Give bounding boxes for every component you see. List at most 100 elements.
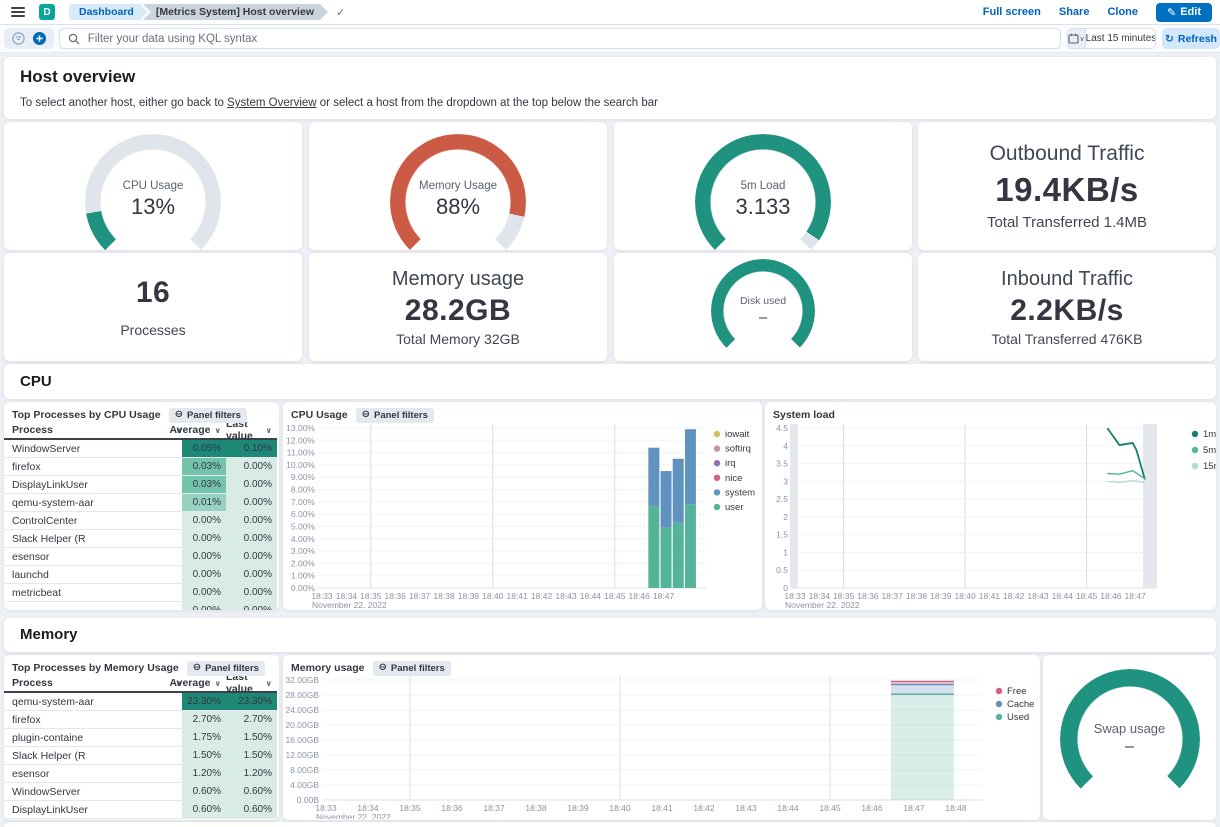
cpu-section-title: CPU [20, 373, 52, 390]
processes-label: Processes [120, 322, 186, 338]
y-axis-tick-label: 12.00GB [285, 750, 319, 760]
cpu-usage-gauge-card: CPU Usage 13% [4, 122, 302, 270]
average-value: 0.01% [182, 494, 226, 511]
panel-filters-button[interactable]: ⊖ Panel filters [168, 407, 247, 423]
search-icon [68, 33, 80, 44]
system-overview-link[interactable]: System Overview [227, 97, 317, 109]
process-name: firefox [12, 713, 41, 726]
deployment-logo[interactable]: D [39, 4, 55, 20]
area-used [890, 694, 954, 800]
last-value: 1.20% [226, 765, 277, 782]
outbound-traffic-title: Outbound Traffic [989, 141, 1145, 165]
average-value: 1.50% [182, 747, 226, 764]
y-axis-tick-label: 2.5 [776, 494, 788, 504]
kql-search-box[interactable] [58, 28, 1061, 49]
search-input[interactable] [85, 31, 1052, 46]
x-axis-tick-label: 18:39 [930, 591, 952, 601]
last-value: 0.00% [226, 566, 277, 583]
breadcrumb-dashboard[interactable]: Dashboard [69, 4, 148, 20]
top-processes-memory-panel: Top Processes by Memory Usage ⊖ Panel fil… [4, 655, 279, 820]
filter-controls-group [4, 28, 54, 49]
x-axis-tick-label: 18:46 [1100, 591, 1122, 601]
last-value: 0.60% [226, 783, 277, 800]
x-axis-tick-label: 18:43 [735, 803, 757, 813]
x-axis-tick-label: 18:36 [385, 591, 407, 601]
legend-item-5m[interactable]: 5m [1203, 445, 1216, 456]
legend-item-irq[interactable]: irq [725, 458, 736, 469]
full-screen-link[interactable]: Full screen [982, 6, 1041, 18]
legend-dot-icon [713, 503, 721, 511]
legend-item-softirq[interactable]: softirq [725, 444, 751, 455]
legend-item-nice[interactable]: nice [725, 473, 742, 484]
swap-usage-gauge: Swap usage – [1043, 655, 1216, 820]
table-row: qemu-system-aar 0.01% 0.00% [4, 494, 277, 512]
x-axis-tick-label: 18:35 [399, 803, 421, 813]
breadcrumb-page-title[interactable]: [Metrics System] Host overview [143, 4, 328, 20]
calendar-icon[interactable]: ∨ [1067, 29, 1086, 48]
y-axis-tick-label: 1 [783, 547, 788, 557]
edit-button[interactable]: ✎ Edit [1156, 2, 1212, 22]
process-name: qemu-system-aar [12, 695, 94, 708]
cpu-section-header: CPU [4, 364, 1216, 399]
process-name: DisplayLinkUser [12, 803, 88, 816]
panel-filters-button[interactable]: ⊖ Panel filters [186, 660, 265, 676]
legend-item-user[interactable]: user [725, 502, 743, 513]
average-value: 23.30% [182, 693, 226, 710]
column-header-process[interactable]: Process ∨ [12, 424, 182, 436]
time-range-picker[interactable]: ∨ Last 15 minutes [1066, 28, 1156, 49]
cpu-usage-gauge: CPU Usage 13% [4, 122, 302, 270]
column-header-average[interactable]: Average ∨ [169, 677, 221, 689]
legend-dot-icon [1191, 446, 1199, 454]
clone-link[interactable]: Clone [1107, 6, 1138, 18]
legend-item-Free[interactable]: Free [1007, 686, 1027, 697]
process-name: DisplayLinkUser [12, 478, 88, 491]
column-header-average[interactable]: Average ∨ [169, 424, 221, 436]
panel-filters-button[interactable]: ⊖ Panel filters [372, 660, 451, 676]
inbound-traffic-subtitle: Total Transferred 476KB [991, 330, 1143, 347]
time-range-value[interactable]: Last 15 minutes [1085, 33, 1156, 44]
panel-filters-button[interactable]: ⊖ Panel filters [355, 407, 434, 423]
share-link[interactable]: Share [1058, 6, 1090, 18]
x-axis-tick-label: 18:46 [861, 803, 883, 813]
legend-item-1m[interactable]: 1m [1203, 429, 1216, 440]
menu-icon[interactable] [11, 7, 25, 17]
column-header-last-value[interactable]: Last value ∨ [226, 675, 272, 695]
process-name: WindowServer [12, 785, 81, 798]
bar-segment-system [660, 471, 672, 528]
x-axis-tick-label: 18:38 [525, 803, 547, 813]
legend-item-Used[interactable]: Used [1007, 712, 1029, 723]
memory-usage-value: 28.2GB [404, 293, 512, 327]
x-axis-tick-label: 18:36 [441, 803, 463, 813]
x-axis-tick-label: 18:44 [580, 591, 602, 601]
average-value: 0.00% [182, 530, 226, 547]
process-name: esensor [12, 767, 50, 780]
memory-usage-subtitle: Total Memory 32GB [396, 330, 520, 347]
average-value: 0.00% [182, 566, 226, 583]
add-filter-icon[interactable] [32, 31, 47, 46]
legend-item-15m[interactable]: 15m [1203, 461, 1216, 472]
inbound-traffic-card: Inbound Traffic 2.2KB/s Total Transferre… [918, 253, 1216, 361]
y-axis-tick-label: 0.00% [291, 583, 316, 593]
legend-dot-icon [995, 713, 1003, 721]
legend-item-iowait[interactable]: iowait [725, 429, 750, 440]
average-value: 0.03% [182, 476, 226, 493]
legend-item-Cache[interactable]: Cache [1007, 699, 1034, 710]
process-name: metricbeat [12, 586, 62, 599]
legend-dot-icon [995, 700, 1003, 708]
legend-item-system[interactable]: system [725, 487, 755, 498]
average-value: 1.75% [182, 729, 226, 746]
y-axis-tick-label: 4.5 [776, 423, 788, 433]
table-row: esensor 1.20% 1.20% [4, 765, 277, 783]
inbound-traffic-title: Inbound Traffic [1001, 267, 1133, 290]
x-axis-tick-label: 18:38 [433, 591, 455, 601]
refresh-button[interactable]: ↻ Refresh [1162, 28, 1220, 49]
column-header-last-value[interactable]: Last value ∨ [226, 422, 272, 442]
filter-set-icon[interactable] [11, 31, 26, 46]
outbound-traffic-subtitle: Total Transferred 1.4MB [986, 213, 1148, 231]
bar-segment-system [648, 447, 660, 506]
last-value: 0.00% [226, 476, 277, 493]
process-name: Slack Helper (R [12, 532, 86, 545]
column-header-process[interactable]: Process ∨ [12, 677, 182, 689]
y-axis-tick-label: 3.00% [291, 546, 316, 556]
